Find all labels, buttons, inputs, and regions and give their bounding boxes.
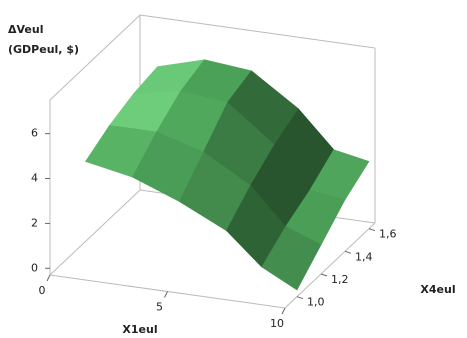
x-tick <box>281 307 286 315</box>
y-tick-label: 1,2 <box>331 273 349 286</box>
surface-patch <box>261 226 322 291</box>
z-tick-label: 6 <box>31 127 38 140</box>
y-axis-label: X4eul <box>420 283 455 296</box>
box-edge <box>49 14 141 101</box>
z-axis-label: ΔVeul <box>8 23 44 36</box>
z-tick-label: 4 <box>31 172 38 185</box>
z-axis-label: (GDPeul, $) <box>8 43 79 56</box>
box-edge <box>139 14 376 49</box>
x-tick-label: 5 <box>156 301 163 314</box>
x-tick-label: 10 <box>270 317 284 330</box>
y-tick <box>344 250 352 254</box>
y-tick <box>296 296 304 300</box>
z-tick-label: 2 <box>31 216 38 229</box>
y-tick-label: 1,6 <box>379 228 397 241</box>
box-edge <box>49 189 141 276</box>
x-tick <box>46 274 51 282</box>
z-tick-label: 0 <box>31 261 38 274</box>
x-axis-label: X1eul <box>122 323 157 336</box>
x-tick <box>164 291 168 298</box>
y-tick-label: 1,4 <box>355 250 373 263</box>
y-tick-label: 1,0 <box>307 296 325 309</box>
box-edge <box>284 222 376 309</box>
y-tick <box>320 273 328 277</box>
x-tick-label: 0 <box>39 284 46 297</box>
y-tick <box>368 228 376 232</box>
